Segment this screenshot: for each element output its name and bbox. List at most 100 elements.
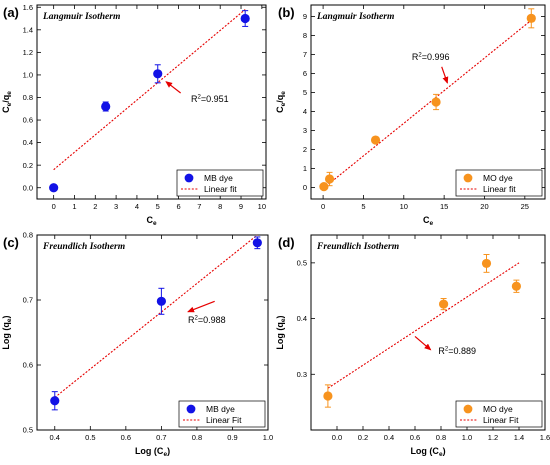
x-tick-label: 0 <box>52 202 56 211</box>
panel-label: (b) <box>278 5 295 20</box>
x-tick-label: 4 <box>135 202 139 211</box>
y-axis-label-close: ) <box>1 315 11 318</box>
legend-marker <box>186 404 196 414</box>
chart-panel-4: 0.0 0.2 0.4 0.6 0.8 1.0 1.2 1.4 1.6 0.3 0.4 0.5(d) F… <box>275 234 550 458</box>
legend-label-series: MB dye <box>204 173 233 183</box>
x-axis-label-sub: e <box>429 220 433 227</box>
r-squared-value: =0.951 <box>201 94 229 104</box>
x-tick-label: 8 <box>218 202 222 211</box>
y-axis-label-main: C <box>275 106 285 113</box>
y-axis-label-slash: /q <box>1 95 11 103</box>
x-tick-label: 0.4 <box>384 433 394 442</box>
x-tick-label: 3 <box>114 202 118 211</box>
y-tick-label: 0.8 <box>23 93 33 102</box>
y-axis-label-main: Log (q <box>275 322 285 350</box>
x-tick-label: 0.8 <box>192 433 202 442</box>
x-tick-label: 0.9 <box>227 433 237 442</box>
x-tick-label: 0.6 <box>121 433 131 442</box>
annotation-arrow <box>441 66 449 84</box>
y-axis-label-close: ) <box>275 315 285 318</box>
x-axis-label-sub: e <box>163 451 167 458</box>
legend-label-series: MB dye <box>206 404 235 414</box>
x-tick-label: 10 <box>258 202 266 211</box>
panel-title: Freundlich Isotherm <box>316 242 399 252</box>
y-axis-label: Log (qe) <box>1 315 13 349</box>
y-tick-label: 8 <box>303 31 307 40</box>
y-axis-label: Ce/qe <box>1 91 13 113</box>
chart-panel-2: 0 5 10 15 20 25 0 1 2 3 4 5 6 7 8 9 (b) Langmuir Isotherm… <box>275 4 546 227</box>
plot-frame <box>36 4 267 200</box>
y-tick-label: 0.4 <box>23 138 33 147</box>
y-axis-label: Ce/qe <box>275 91 287 113</box>
x-axis-label-main: Log (C <box>135 446 164 456</box>
r-squared-sup: 2 <box>445 347 449 353</box>
panel-title: Freundlich Isotherm <box>42 242 125 252</box>
r-squared-sup: 2 <box>418 53 422 59</box>
data-point <box>101 101 111 112</box>
r-squared-base: R <box>191 94 198 104</box>
linear-fit-line <box>327 262 520 389</box>
y-tick-label: 1.4 <box>23 25 33 34</box>
r-squared-annotation: R2=0.988 <box>188 315 226 325</box>
x-tick-label: 5 <box>156 202 160 211</box>
y-axis-label-slash: /q <box>275 95 285 103</box>
x-tick-label: 0.2 <box>358 433 368 442</box>
y-tick-label: 9 <box>303 12 307 21</box>
legend-marker <box>463 404 473 414</box>
x-tick-label: 1.4 <box>514 433 524 442</box>
y-axis-label: Log (qe) <box>275 315 287 349</box>
x-tick-label: 9 <box>239 202 243 211</box>
r-squared-annotation: R2=0.996 <box>412 52 450 62</box>
y-tick-label: 0.6 <box>23 116 33 125</box>
x-tick-label: 0.5 <box>85 433 95 442</box>
r-squared-base: R <box>438 346 445 356</box>
x-tick-label: 1.0 <box>263 433 273 442</box>
r-squared-value: =0.988 <box>198 315 226 325</box>
y-tick-label: 5 <box>303 88 307 97</box>
y-tick-label: 0.4 <box>297 314 307 323</box>
y-tick-label: 4 <box>303 107 307 116</box>
legend-label-fit: Linear Fit <box>206 415 242 425</box>
r-squared-sup: 2 <box>198 95 202 101</box>
data-point <box>240 13 250 24</box>
legend-label-fit: Linear fit <box>204 184 237 194</box>
x-axis-label-sub: e <box>439 451 443 458</box>
panel-label: (d) <box>278 235 295 250</box>
x-tick-label: 25 <box>521 202 529 211</box>
linear-fit-line <box>53 9 246 171</box>
annotation-arrow <box>187 300 215 313</box>
data-point <box>431 97 441 107</box>
y-tick-label: 0.5 <box>23 426 33 435</box>
x-tick-label: 7 <box>197 202 201 211</box>
r-squared-sup: 2 <box>195 315 199 321</box>
x-tick-label: 0.0 <box>332 433 342 442</box>
legend-label-fit: Linear Fit <box>483 415 519 425</box>
y-tick-label: 3 <box>303 126 307 135</box>
x-tick-label: 1.0 <box>462 433 472 442</box>
y-axis-label-main: Log (q <box>1 322 11 350</box>
data-point <box>324 174 335 184</box>
y-tick-label: 1.2 <box>23 48 33 57</box>
y-tick-label: 1.6 <box>23 3 33 12</box>
data-point <box>156 296 166 306</box>
x-tick-label: 0.6 <box>410 433 420 442</box>
legend-marker <box>463 173 473 183</box>
plot-frame <box>36 234 269 431</box>
x-tick-label: 0.4 <box>50 433 60 442</box>
x-axis-label-sub: e <box>153 220 157 227</box>
y-tick-label: 1 <box>303 164 307 173</box>
data-point <box>481 258 492 269</box>
x-axis-label-main: C <box>146 215 153 225</box>
r-squared-value: =0.889 <box>448 346 476 356</box>
r-squared-base: R <box>188 315 195 325</box>
data-point <box>50 396 60 406</box>
x-tick-label: 20 <box>480 202 488 211</box>
data-point <box>526 13 536 23</box>
y-axis-label-sub2: e <box>6 91 13 95</box>
x-tick-label: 6 <box>176 202 180 211</box>
r-squared-base: R <box>412 52 419 62</box>
panel-title: Langmuir Isotherm <box>42 12 120 22</box>
y-tick-label: 0.2 <box>23 161 33 170</box>
data-point <box>49 183 59 193</box>
y-tick-label: 1.0 <box>23 71 33 80</box>
